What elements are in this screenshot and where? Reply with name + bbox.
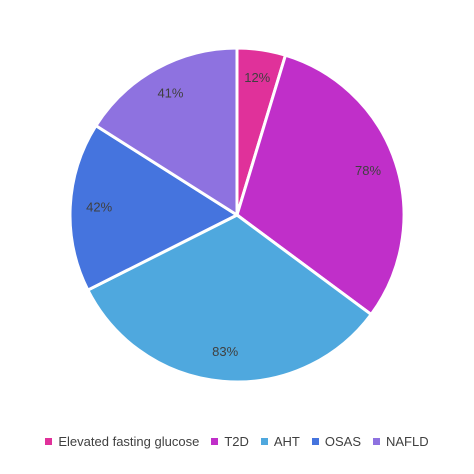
pie-chart-plot: 12% 78% 83% 42% 41% <box>68 46 406 384</box>
pie-slice-t2d <box>235 53 406 317</box>
pie-data-label: 83% <box>212 344 238 359</box>
pie-data-label: 78% <box>355 163 381 178</box>
legend-item: OSAS <box>311 434 361 449</box>
pie-slice-nafld <box>93 46 239 218</box>
legend-swatch <box>45 438 53 445</box>
legend-label: NAFLD <box>386 434 429 449</box>
legend-swatch <box>211 438 219 445</box>
pie-data-label: 12% <box>244 70 270 85</box>
pie-data-labels: 12% 78% 83% 42% 41% <box>86 70 381 359</box>
legend-label: OSAS <box>324 434 361 449</box>
legend-swatch <box>311 438 319 445</box>
legend-swatch <box>260 438 268 445</box>
pie-data-label: 42% <box>86 200 112 215</box>
legend-label: Elevated fasting glucose <box>58 434 200 449</box>
pie-data-label: 41% <box>157 86 183 101</box>
pie-slice-osas <box>68 123 241 293</box>
pie-slices <box>68 46 406 384</box>
chart-legend: Elevated fasting glucose T2D AHT OSAS NAFLD <box>0 434 474 449</box>
legend-item: Elevated fasting glucose <box>45 434 199 449</box>
pie-slice-aht <box>85 213 374 384</box>
legend-item: T2D <box>211 434 249 449</box>
legend-item: AHT <box>260 434 300 449</box>
legend-label: AHT <box>273 434 300 449</box>
legend-item: NAFLD <box>373 434 429 449</box>
legend-label: T2D <box>224 434 249 449</box>
legend-swatch <box>373 438 380 445</box>
